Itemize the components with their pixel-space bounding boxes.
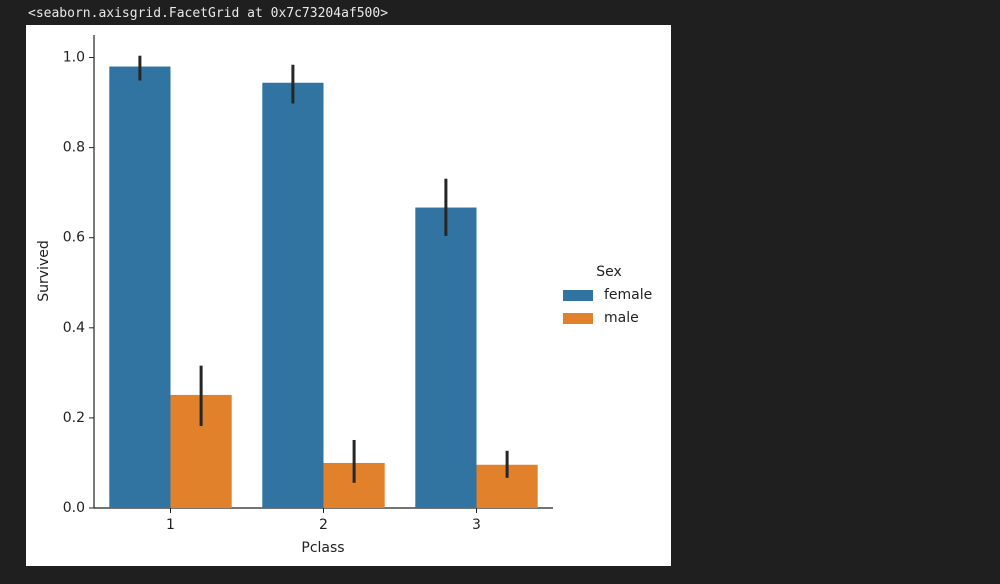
y-tick-label: 0.8 [63,140,85,156]
x-axis-label: Pclass [301,540,344,556]
legend-label: male [604,310,639,326]
y-tick-label: 0.0 [63,500,85,516]
x-tick-label: 1 [166,517,175,533]
bar [415,207,477,508]
legend-label: female [604,287,652,303]
legend-swatch [563,313,593,324]
y-axis-label: Survived [36,240,52,301]
y-tick-label: 0.4 [63,320,85,336]
bar [262,82,324,508]
bar [109,66,171,509]
legend-title: Sex [596,264,622,280]
cell-output: <seaborn.axisgrid.FacetGrid at 0x7c73204… [28,6,389,21]
x-tick-label: 3 [472,517,481,533]
x-tick-label: 2 [319,517,328,533]
y-tick-label: 0.2 [63,410,85,426]
y-tick-label: 0.6 [63,230,85,246]
legend-swatch [563,290,593,301]
y-tick-label: 1.0 [63,50,85,66]
